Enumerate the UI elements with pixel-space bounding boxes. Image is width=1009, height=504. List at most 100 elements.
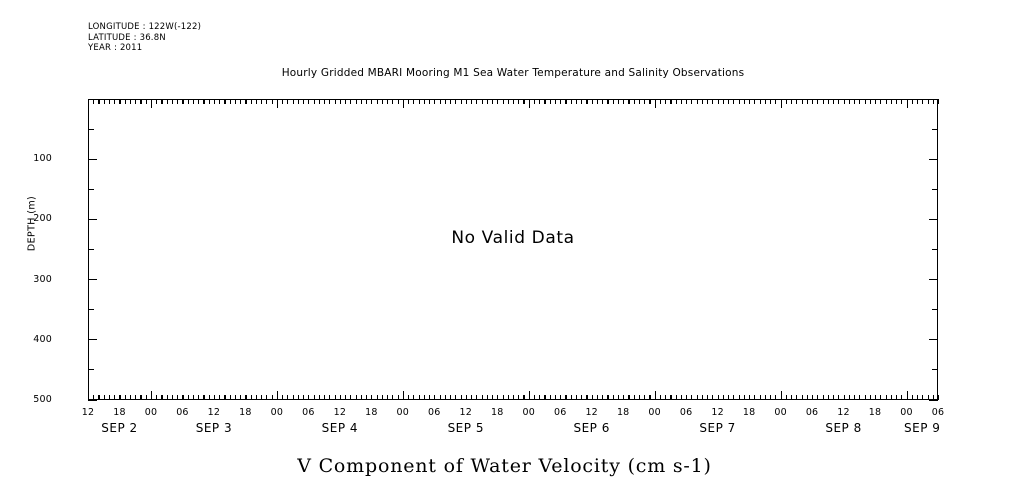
y-minor-tick <box>88 128 94 130</box>
x-minor-tick-top <box>444 99 446 104</box>
x-minor-tick <box>313 395 315 400</box>
x-minor-tick <box>460 395 462 400</box>
y-major-tick-right <box>929 279 938 281</box>
x-major-tick <box>906 391 908 400</box>
x-minor-tick <box>922 395 924 400</box>
x-minor-tick <box>602 395 604 400</box>
x-minor-tick-top <box>838 99 840 104</box>
x-minor-tick <box>638 395 641 400</box>
x-minor-tick-top <box>717 99 719 104</box>
x-minor-tick-top <box>707 99 709 104</box>
year-text: YEAR : 2011 <box>88 43 143 53</box>
x-minor-tick <box>476 395 478 400</box>
x-tick-label: 12 <box>81 407 95 418</box>
x-minor-tick <box>896 395 898 400</box>
x-minor-tick-top <box>770 99 772 104</box>
x-minor-tick <box>161 395 163 400</box>
x-minor-tick <box>827 395 829 400</box>
x-minor-tick <box>282 395 284 400</box>
x-minor-tick <box>539 395 541 400</box>
x-major-tick-top <box>402 99 404 108</box>
x-minor-tick-top <box>806 99 808 104</box>
x-minor-tick-top <box>240 99 242 104</box>
x-minor-tick-top <box>638 99 641 104</box>
x-minor-tick <box>98 395 100 400</box>
x-minor-tick <box>329 395 331 400</box>
x-minor-tick-top <box>350 99 352 104</box>
x-minor-tick-top <box>140 99 142 104</box>
x-tick-label: 18 <box>742 407 756 418</box>
x-minor-tick-top <box>455 99 457 104</box>
x-minor-tick <box>135 395 137 400</box>
x-minor-tick-top <box>507 99 509 104</box>
x-tick-label: 12 <box>333 407 347 418</box>
x-tick-label: 06 <box>931 407 945 418</box>
x-tick-label: 00 <box>648 407 661 418</box>
x-minor-tick-top <box>476 99 478 104</box>
x-minor-tick <box>565 395 567 400</box>
x-minor-tick-top <box>397 99 399 104</box>
x-minor-tick <box>680 395 682 400</box>
x-minor-tick <box>591 395 593 400</box>
x-major-tick-top <box>150 99 153 108</box>
x-minor-tick <box>339 395 341 400</box>
x-minor-tick <box>129 395 132 400</box>
plot-title: Hourly Gridded MBARI Mooring M1 Sea Wate… <box>281 67 745 79</box>
x-minor-tick <box>203 395 205 400</box>
x-minor-tick <box>308 395 310 400</box>
x-minor-tick <box>691 395 693 400</box>
x-minor-tick-top <box>801 99 803 104</box>
x-minor-tick <box>785 395 787 400</box>
x-minor-tick <box>502 395 504 400</box>
x-minor-tick <box>429 395 431 400</box>
x-minor-tick-top <box>219 99 221 104</box>
x-minor-tick-top <box>166 99 168 104</box>
x-tick-label: 06 <box>805 407 819 418</box>
x-minor-tick <box>917 395 919 400</box>
x-tick-label: 12 <box>585 407 598 418</box>
x-minor-tick <box>88 395 90 400</box>
x-minor-tick <box>408 395 410 400</box>
y-tick-label: 500 <box>33 394 52 405</box>
x-minor-tick-top <box>796 99 798 104</box>
x-minor-tick-top <box>161 99 163 104</box>
x-minor-tick <box>533 395 536 400</box>
y-minor-tick-right <box>932 369 938 371</box>
x-minor-tick <box>444 395 446 400</box>
x-minor-tick <box>801 395 803 400</box>
x-minor-tick-top <box>728 99 730 104</box>
x-minor-tick-top <box>287 99 289 104</box>
x-minor-tick <box>371 395 373 400</box>
x-minor-tick <box>208 395 210 400</box>
x-minor-tick-top <box>607 99 609 104</box>
x-minor-tick <box>413 395 415 400</box>
x-minor-tick-top <box>686 99 688 104</box>
x-minor-tick <box>927 395 929 400</box>
x-minor-tick <box>255 395 257 400</box>
x-tick-label: 00 <box>396 407 410 418</box>
x-minor-tick-top <box>471 99 473 104</box>
x-minor-tick-top <box>544 99 546 104</box>
x-minor-tick-top <box>450 99 452 104</box>
x-minor-tick <box>518 395 520 400</box>
y-major-tick <box>88 218 97 220</box>
x-minor-tick-top <box>570 99 572 104</box>
x-minor-tick-top <box>129 99 132 104</box>
x-minor-tick <box>366 395 368 400</box>
x-minor-tick-top <box>738 99 740 104</box>
x-minor-tick-top <box>198 99 200 104</box>
x-minor-tick <box>775 395 777 400</box>
x-minor-tick-top <box>261 99 263 104</box>
x-minor-tick-top <box>665 99 667 104</box>
x-minor-tick <box>418 395 420 400</box>
x-minor-tick <box>523 395 525 400</box>
x-minor-tick <box>644 395 646 400</box>
x-tick-label: 06 <box>302 407 315 418</box>
y-minor-tick-right <box>932 128 938 130</box>
y-minor-tick <box>88 188 94 190</box>
x-minor-tick <box>570 395 572 400</box>
y-axis-labels: 100 200 300 400 500 <box>0 0 80 504</box>
x-minor-tick-top <box>712 99 714 104</box>
x-minor-tick <box>156 395 158 400</box>
x-minor-tick-top <box>859 99 861 104</box>
